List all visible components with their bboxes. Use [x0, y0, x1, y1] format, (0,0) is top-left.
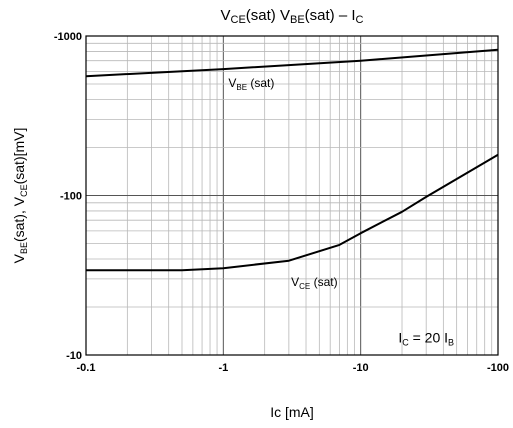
annotation-0-part: BE [236, 83, 247, 92]
y-axis-label-group: VBE(sat), VCE(sat)[mV] [11, 128, 29, 264]
annotation-1: VCE (sat) [291, 275, 337, 291]
annotation-1-part: CE [299, 282, 310, 291]
annotation-2-part: I [398, 329, 402, 345]
annotation-2: IC = 20 IB [398, 329, 454, 347]
grid [86, 36, 498, 355]
annotation-2-part: C [402, 337, 409, 347]
chart-title-part: CE [231, 14, 246, 26]
annotation-1-part: (sat) [310, 275, 337, 289]
x-tick-label: -1 [218, 362, 228, 374]
chart-title: VCE(sat) VBE(sat) – IC [221, 7, 364, 26]
chart-title-part: BE [290, 14, 305, 26]
chart-title-part: (sat) – I [305, 7, 356, 24]
chart-title-part: V [221, 7, 231, 24]
chart-title-part: C [356, 14, 364, 26]
x-tick-label: -100 [487, 362, 509, 374]
annotation-1-part: V [291, 275, 299, 289]
series-line-vce-sat [86, 153, 499, 272]
annotation-0-part: V [228, 76, 236, 90]
y-axis-label-part: (sat)[mV] [11, 128, 27, 185]
x-tick-label: -10 [353, 362, 369, 374]
y-tick-label: -10 [66, 350, 82, 362]
series-line-vbe-sat [85, 48, 499, 78]
y-axis-label: VBE(sat), VCE(sat)[mV] [11, 128, 29, 264]
annotation-0: VBE (sat) [228, 76, 274, 92]
y-tick-label: -100 [60, 191, 82, 203]
tick-labels: -0.1 -1 -10 -100 -10 -100 -1000 [54, 31, 509, 374]
annotation-2-part: B [448, 337, 454, 347]
series-layer [85, 48, 499, 272]
annotation-2-part: = 20 I [409, 329, 448, 345]
x-tick-label: -0.1 [77, 362, 96, 374]
y-axis-label-part: (sat), V [11, 196, 27, 242]
plot-frame [85, 35, 499, 356]
x-axis-label: Ic [mA] [270, 404, 314, 420]
annotation-0-part: (sat) [247, 76, 274, 90]
y-tick-label: -1000 [54, 31, 82, 43]
chart-title-part: (sat) V [246, 7, 290, 24]
y-axis-label-part: CE [19, 184, 29, 197]
y-axis-label-part: BE [19, 242, 29, 254]
y-axis-label-part: V [11, 253, 27, 263]
